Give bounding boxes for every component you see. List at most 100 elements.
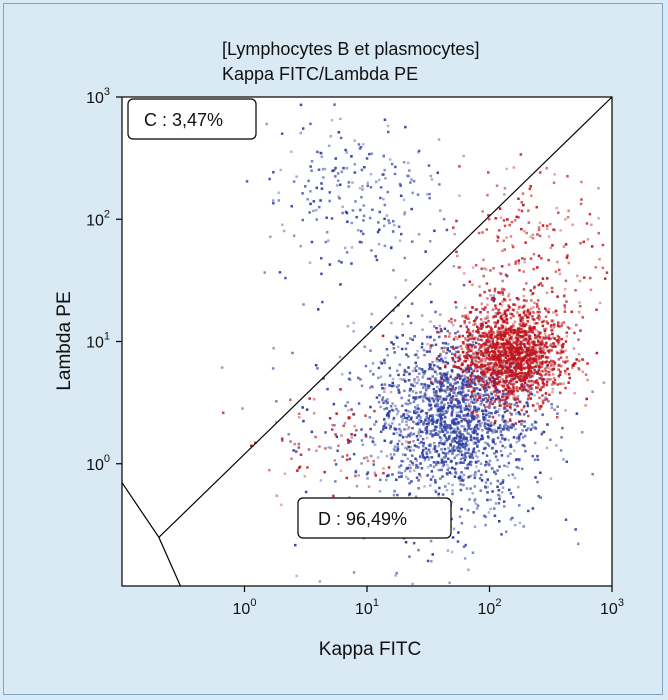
scatter-point <box>482 364 485 367</box>
scatter-point <box>463 455 467 459</box>
scatter-point <box>532 359 536 363</box>
scatter-point <box>479 324 483 328</box>
scatter-point <box>455 434 459 438</box>
scatter-point <box>532 311 535 314</box>
scatter-point <box>479 462 483 465</box>
scatter-point <box>571 363 574 367</box>
scatter-point <box>563 310 567 313</box>
scatter-point <box>439 352 442 356</box>
scatter-point <box>347 439 350 443</box>
scatter-point <box>578 368 581 371</box>
scatter-point <box>562 458 565 461</box>
scatter-point <box>463 557 467 560</box>
scatter-point <box>505 330 508 333</box>
scatter-point <box>440 437 443 440</box>
scatter-point <box>482 374 486 378</box>
scatter-point <box>486 485 489 489</box>
scatter-point <box>499 440 502 444</box>
scatter-point <box>494 398 497 401</box>
scatter-point <box>533 337 537 340</box>
scatter-point <box>469 435 473 439</box>
scatter-point <box>498 379 501 382</box>
scatter-point <box>327 446 330 449</box>
scatter-point <box>504 369 507 373</box>
scatter-point <box>474 425 477 429</box>
scatter-point <box>464 345 468 349</box>
scatter-point <box>451 385 454 388</box>
scatter-point <box>519 324 522 327</box>
scatter-point <box>512 382 516 386</box>
scatter-point <box>435 373 439 376</box>
scatter-point <box>575 323 578 327</box>
scatter-point <box>449 404 452 408</box>
scatter-point <box>265 122 268 126</box>
scatter-point <box>412 400 416 404</box>
scatter-point <box>461 334 465 338</box>
scatter-point <box>465 356 469 359</box>
scatter-point <box>498 229 501 232</box>
scatter-point <box>550 403 553 406</box>
scatter-point <box>475 364 479 367</box>
scatter-point <box>491 365 495 369</box>
scatter-point <box>357 474 360 477</box>
scatter-point <box>543 327 546 331</box>
scatter-point <box>418 455 422 459</box>
scatter-point <box>504 328 507 331</box>
scatter-point <box>360 428 363 431</box>
scatter-point <box>451 483 454 487</box>
scatter-point <box>432 441 436 445</box>
scatter-point <box>490 350 494 353</box>
scatter-point <box>433 481 437 484</box>
scatter-point <box>410 480 413 483</box>
scatter-point <box>473 336 477 339</box>
scatter-point <box>476 439 479 442</box>
scatter-point <box>488 368 492 371</box>
scatter-point <box>439 397 442 401</box>
scatter-point <box>486 385 489 389</box>
scatter-point <box>411 454 414 457</box>
scatter-point <box>398 363 402 366</box>
scatter-point <box>589 288 593 292</box>
scatter-point <box>533 286 536 290</box>
scatter-point <box>332 494 335 498</box>
scatter-point <box>471 283 474 286</box>
scatter-point <box>540 339 543 342</box>
scatter-point <box>556 412 559 415</box>
scatter-point <box>471 358 474 362</box>
scatter-point <box>432 391 436 394</box>
scatter-point <box>406 413 409 416</box>
scatter-point <box>500 265 504 268</box>
scatter-point <box>498 354 501 357</box>
scatter-point <box>420 346 424 349</box>
scatter-point <box>564 386 567 390</box>
scatter-point <box>505 392 508 396</box>
scatter-point <box>508 339 511 343</box>
scatter-point <box>444 335 447 338</box>
scatter-point <box>549 438 552 441</box>
scatter-point <box>556 339 560 342</box>
scatter-point <box>521 436 525 439</box>
scatter-point <box>444 364 447 367</box>
scatter-point <box>417 233 421 236</box>
scatter-point <box>535 363 538 366</box>
scatter-point <box>450 426 453 430</box>
scatter-point <box>521 379 524 382</box>
scatter-point <box>373 409 376 413</box>
scatter-point <box>466 358 469 361</box>
scatter-point <box>381 173 384 176</box>
scatter-point <box>431 375 434 378</box>
scatter-point <box>435 357 439 360</box>
scatter-point <box>483 290 486 294</box>
scatter-point <box>598 258 601 261</box>
scatter-point <box>461 398 464 401</box>
chart-title-line1: [Lymphocytes B et plasmocytes] <box>222 39 479 59</box>
scatter-point <box>520 419 524 423</box>
scatter-point <box>488 362 492 365</box>
scatter-point <box>509 326 513 329</box>
scatter-point <box>407 399 410 402</box>
scatter-point <box>493 470 496 474</box>
scatter-point <box>562 382 565 385</box>
scatter-point <box>448 350 451 353</box>
scatter-point <box>443 434 446 437</box>
scatter-point <box>495 363 498 367</box>
